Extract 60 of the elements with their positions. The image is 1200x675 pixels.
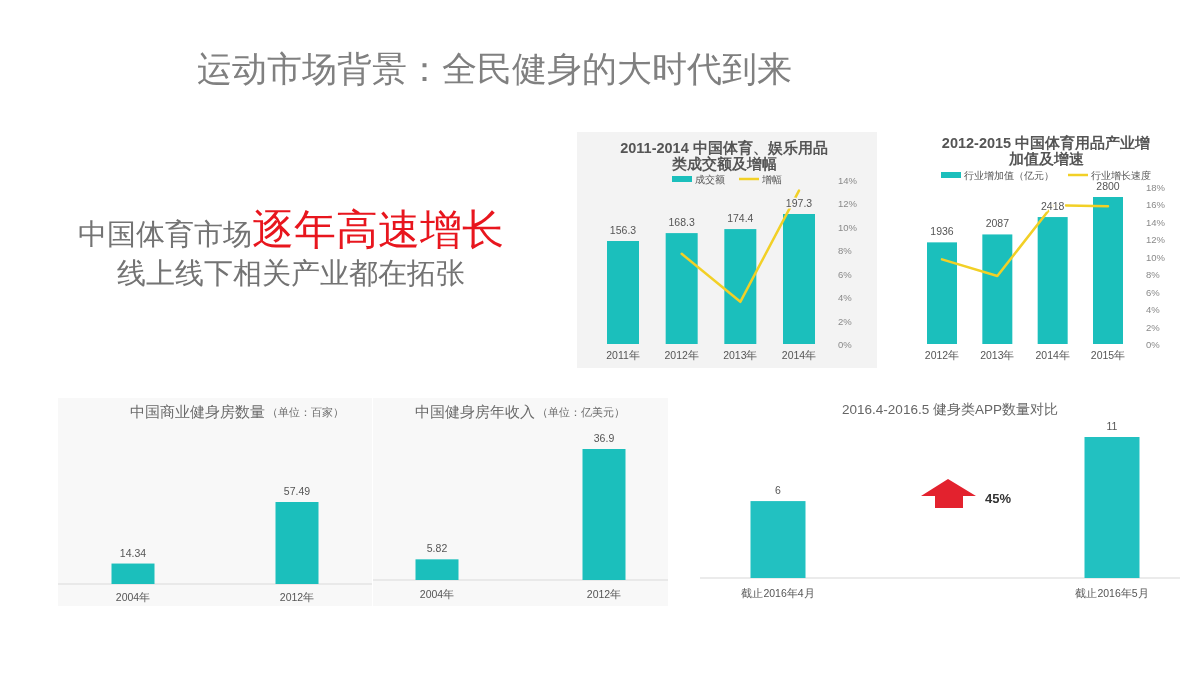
x-tick-label: 截止2016年4月 [741, 587, 815, 599]
y2-tick-label: 8% [1146, 268, 1161, 280]
legend-label: 增幅 [761, 173, 782, 185]
text: 逐年高速增长 [252, 206, 504, 253]
data-label: 6 [775, 484, 782, 497]
y2-tick-label: 10% [1146, 251, 1166, 263]
x-tick-label: 2014年 [781, 349, 817, 361]
chart-title: 中国商业健身房数量 [130, 404, 265, 420]
y2-tick-label: 18% [1146, 181, 1166, 193]
y2-tick-label: 14% [838, 174, 858, 186]
chart-title: 中国健身房年收入 [415, 404, 535, 420]
y2-tick-label: 4% [838, 291, 853, 303]
chart-title: 2012-2015 中国体育用品产业增加值及增速 [941, 134, 1151, 167]
data-label: 11 [1106, 420, 1118, 432]
chart-subtitle: （单位：亿美元） [537, 406, 625, 418]
legend-label: 成交额 [695, 173, 725, 185]
x-tick-label: 2004年 [115, 591, 151, 603]
data-label: 156.3 [609, 224, 637, 237]
x-tick-label: 2013年 [723, 349, 758, 361]
x-tick-label: 2012年 [586, 588, 622, 600]
chart-subtitle: （单位：百家） [267, 406, 344, 418]
chart-title: 2016.4-2016.5 健身类APP数量对比 [842, 402, 1058, 417]
y2-tick-label: 12% [838, 197, 858, 209]
y2-tick-label: 14% [1146, 216, 1166, 228]
y2-tick-label: 12% [1146, 233, 1166, 245]
y2-tick-label: 6% [838, 268, 853, 280]
x-tick-label: 2012年 [279, 591, 315, 603]
x-tick-label: 2015年 [1090, 349, 1126, 361]
x-tick-label: 2011年 [606, 349, 640, 361]
y2-tick-label: 4% [1146, 303, 1161, 315]
x-tick-label: 2004年 [419, 588, 455, 600]
y2-tick-label: 8% [838, 244, 853, 256]
data-label: 1936 [930, 225, 954, 238]
y2-tick-label: 6% [1146, 286, 1161, 298]
data-label: 2800 [1096, 180, 1120, 192]
text: 运动市场背景：全民健身的大时代到来 [197, 49, 792, 88]
text: 中国体育市场 [78, 218, 252, 250]
y2-tick-label: 16% [1146, 198, 1166, 210]
data-label: 2087 [985, 217, 1010, 230]
y2-tick-label: 10% [838, 221, 858, 233]
data-label: 36.9 [593, 432, 615, 444]
y2-tick-label: 0% [838, 338, 853, 350]
legend-label: 行业增加值（亿元） [964, 169, 1054, 181]
y2-tick-label: 2% [1146, 321, 1161, 333]
y2-tick-label: 2% [838, 315, 853, 327]
x-tick-label: 2012年 [924, 349, 960, 361]
data-label: 14.34 [119, 546, 147, 559]
annotation: 45% [985, 491, 1012, 506]
x-tick-label: 2014年 [1035, 349, 1070, 361]
x-tick-label: 2012年 [664, 349, 699, 361]
data-label: 57.49 [283, 485, 311, 497]
text: 线上线下相关产业都在拓张 [117, 257, 465, 289]
x-tick-label: 截止2016年5月 [1075, 587, 1149, 599]
data-label: 174.4 [727, 212, 754, 225]
y2-tick-label: 0% [1146, 338, 1161, 350]
data-label: 168.3 [668, 216, 695, 229]
data-label: 5.82 [426, 542, 448, 555]
chart-title: 2011-2014 中国体育、娱乐用品类成交额及增幅 [620, 139, 828, 172]
x-tick-label: 2013年 [980, 349, 1015, 361]
legend-label: 行业增长速度 [1091, 169, 1151, 181]
